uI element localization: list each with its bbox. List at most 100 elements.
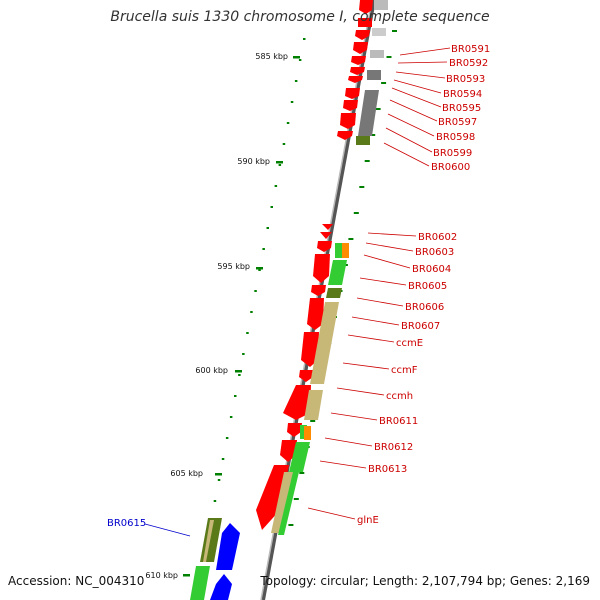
minor-tick bbox=[294, 80, 298, 82]
leader-line bbox=[144, 523, 191, 537]
gene-arrow[interactable] bbox=[320, 232, 332, 239]
scale-label: 595 kbp bbox=[217, 262, 250, 271]
gene-cluster-middle bbox=[256, 224, 349, 535]
leader-line bbox=[307, 507, 356, 520]
minor-tick bbox=[353, 212, 359, 214]
leader-line bbox=[391, 87, 442, 108]
gene-arrow[interactable] bbox=[359, 0, 373, 14]
gene-arrow[interactable] bbox=[210, 574, 232, 600]
gene-label[interactable]: BR0603 bbox=[415, 247, 454, 258]
scale-label: 605 kbp bbox=[170, 469, 203, 478]
cog-box bbox=[342, 243, 349, 258]
minor-tick bbox=[221, 458, 225, 460]
gene-arrow[interactable] bbox=[313, 254, 330, 283]
scale-tick bbox=[256, 267, 263, 270]
gene-label[interactable]: ccmh bbox=[386, 391, 413, 402]
gene-label[interactable]: BR0595 bbox=[442, 103, 481, 114]
minor-tick bbox=[359, 186, 365, 188]
gene-arrow[interactable] bbox=[340, 113, 356, 129]
topology-text: Topology: circular; Length: 2,107,794 bp… bbox=[260, 574, 590, 588]
gene-label[interactable]: BR0593 bbox=[446, 74, 485, 85]
gene-label[interactable]: BR0591 bbox=[451, 44, 490, 55]
cog-box bbox=[356, 136, 370, 145]
minor-tick bbox=[262, 248, 265, 250]
gene-arrow[interactable] bbox=[348, 76, 363, 83]
gene-cluster-upper bbox=[337, 0, 388, 145]
cog-box bbox=[358, 90, 379, 136]
scale-595: 595 kbp bbox=[217, 262, 263, 271]
minor-tick bbox=[303, 38, 306, 40]
scale-610: 610 kbp bbox=[145, 571, 190, 580]
leader-line bbox=[319, 460, 367, 469]
cog-box bbox=[203, 520, 214, 562]
gene-arrow[interactable] bbox=[256, 465, 289, 530]
gene-label[interactable]: BR0602 bbox=[418, 232, 457, 243]
gene-arrow[interactable] bbox=[299, 370, 314, 382]
gene-arrow[interactable] bbox=[353, 42, 368, 54]
leader-line bbox=[363, 254, 411, 269]
gene-label[interactable]: BR0613 bbox=[368, 464, 407, 475]
leader-line bbox=[383, 142, 430, 167]
leader-line bbox=[342, 362, 390, 370]
cog-box bbox=[300, 425, 307, 439]
gene-arrow[interactable] bbox=[283, 385, 311, 420]
gene-label[interactable]: ccmE bbox=[396, 338, 423, 349]
gene-label[interactable]: BR0599 bbox=[433, 148, 472, 159]
gene-label[interactable]: BR0607 bbox=[401, 321, 440, 332]
minor-tick bbox=[386, 56, 392, 58]
minor-tick bbox=[278, 164, 282, 166]
scale-label: 610 kbp bbox=[145, 571, 178, 580]
minor-tick bbox=[392, 30, 397, 32]
minor-tick bbox=[364, 160, 370, 162]
gene-label[interactable]: glnE bbox=[357, 515, 379, 526]
gene-arrow[interactable] bbox=[343, 100, 358, 111]
minor-tick bbox=[298, 59, 302, 61]
gene-label[interactable]: BR0600 bbox=[431, 162, 470, 173]
gene-arrow[interactable] bbox=[358, 18, 372, 27]
cog-box bbox=[335, 243, 342, 258]
minor-tick bbox=[217, 479, 221, 481]
cog-box bbox=[190, 566, 210, 600]
gene-arrow[interactable] bbox=[301, 332, 319, 367]
gene-arrow[interactable] bbox=[345, 88, 360, 99]
gene-arrow[interactable] bbox=[337, 131, 353, 140]
gene-arrow[interactable] bbox=[311, 285, 326, 296]
gene-label[interactable]: BR0598 bbox=[436, 132, 475, 143]
gene-label[interactable]: BR0592 bbox=[449, 58, 488, 69]
leader-line bbox=[347, 334, 395, 343]
cog-box bbox=[304, 390, 323, 420]
leader-line bbox=[385, 127, 433, 153]
gene-label[interactable]: BR0597 bbox=[438, 117, 477, 128]
gene-cluster-lower bbox=[190, 518, 240, 600]
gene-arrow[interactable] bbox=[317, 241, 332, 252]
gene-arrow[interactable] bbox=[287, 423, 302, 437]
gene-label[interactable]: BR0594 bbox=[443, 89, 482, 100]
gene-label[interactable]: BR0611 bbox=[379, 416, 418, 427]
gene-arrow[interactable] bbox=[350, 67, 365, 75]
gene-arrow[interactable] bbox=[351, 56, 366, 65]
minor-tick bbox=[225, 437, 229, 439]
minor-tick bbox=[282, 143, 286, 145]
minor-tick bbox=[381, 82, 387, 84]
minor-tick bbox=[242, 353, 245, 355]
gene-label[interactable]: BR0604 bbox=[412, 264, 451, 275]
minor-tick bbox=[229, 416, 233, 418]
gene-arrow[interactable] bbox=[307, 298, 324, 330]
gene-arrow[interactable] bbox=[216, 523, 240, 570]
minor-tick bbox=[348, 238, 354, 240]
scale-tick bbox=[183, 574, 190, 577]
gene-label[interactable]: BR0615 bbox=[107, 518, 146, 529]
leader-line bbox=[393, 79, 442, 94]
scale-label: 600 kbp bbox=[195, 366, 228, 375]
gene-label[interactable]: BR0606 bbox=[405, 302, 444, 313]
scale-tick bbox=[293, 56, 300, 59]
gene-arrow[interactable] bbox=[322, 224, 333, 230]
cog-box bbox=[271, 472, 295, 533]
gene-label[interactable]: ccmF bbox=[391, 365, 418, 376]
gene-label[interactable]: BR0605 bbox=[408, 281, 447, 292]
scale-590: 590 kbp bbox=[237, 157, 283, 166]
gene-label[interactable]: BR0612 bbox=[374, 442, 413, 453]
cog-box bbox=[310, 302, 339, 384]
gene-arrow[interactable] bbox=[355, 30, 370, 40]
minor-tick bbox=[250, 311, 253, 313]
